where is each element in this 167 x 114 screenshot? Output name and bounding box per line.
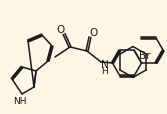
Text: O: O (56, 25, 64, 35)
Text: Br: Br (139, 51, 150, 60)
Text: H: H (102, 66, 108, 75)
Text: O: O (89, 28, 97, 38)
Text: NH: NH (13, 97, 27, 106)
Text: N: N (101, 60, 109, 69)
